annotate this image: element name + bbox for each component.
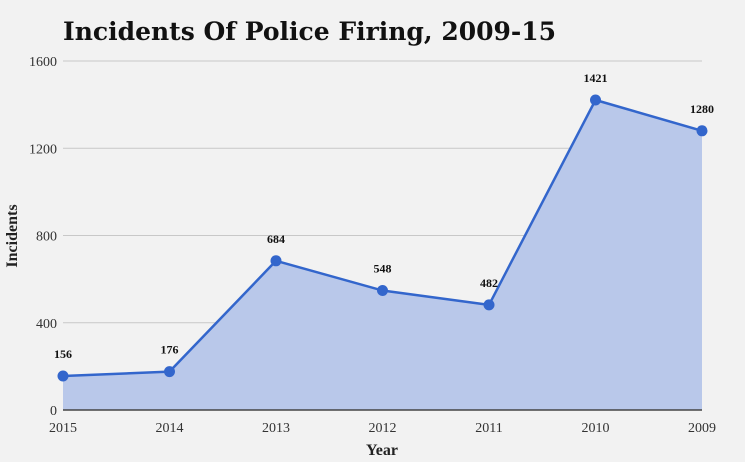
data-point (696, 125, 708, 137)
data-point (590, 94, 601, 106)
x-tick-label: 2015 (49, 421, 77, 436)
data-labels: 156 176 684 548 482 1421 1280 (54, 71, 714, 361)
data-point (270, 255, 282, 267)
data-point (483, 299, 495, 311)
x-axis-ticks: 2015 2014 2013 2012 2011 2010 2009 (49, 421, 716, 436)
y-tick-label: 0 (50, 404, 57, 419)
data-points (57, 94, 708, 382)
data-label: 1421 (584, 71, 608, 85)
x-axis-label: Year (366, 442, 398, 459)
data-label: 482 (480, 276, 498, 290)
data-label: 156 (54, 347, 72, 361)
x-tick-label: 2011 (475, 421, 502, 436)
data-point (377, 284, 388, 296)
chart-title: Incidents Of Police Firing, 2009-15 (63, 17, 556, 46)
x-tick-label: 2014 (156, 421, 184, 436)
y-axis-ticks: 0 400 800 1200 1600 (29, 55, 57, 419)
data-point (57, 370, 69, 382)
y-axis-label: Incidents (4, 204, 21, 267)
data-point (164, 366, 175, 378)
y-tick-label: 800 (36, 230, 57, 245)
x-tick-label: 2012 (369, 421, 397, 436)
x-tick-label: 2013 (262, 421, 290, 436)
data-label: 1280 (690, 102, 714, 116)
data-label: 548 (374, 261, 392, 275)
area-fill (63, 100, 702, 410)
y-tick-label: 400 (36, 317, 57, 332)
data-label: 684 (267, 232, 285, 246)
x-tick-label: 2010 (582, 421, 610, 436)
y-tick-label: 1200 (29, 142, 57, 157)
x-tick-label: 2009 (688, 421, 716, 436)
data-label: 176 (161, 343, 179, 357)
y-tick-label: 1600 (29, 55, 57, 70)
